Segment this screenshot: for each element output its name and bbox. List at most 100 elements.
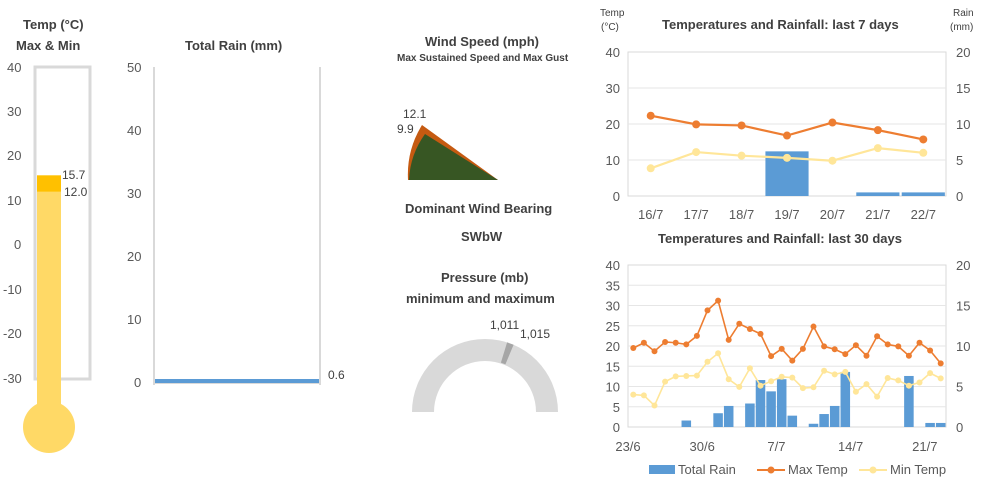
x-tick-label: 20/7 <box>820 207 845 222</box>
thermometer-tick-minus20: -20 <box>3 326 22 341</box>
max-temp-point <box>799 345 806 352</box>
left-tick-label: 10 <box>606 380 620 395</box>
right-tick-label: 10 <box>956 339 970 354</box>
right-tick-label: 0 <box>956 420 963 435</box>
min-temp-point <box>725 376 732 383</box>
left-tick-label: 40 <box>606 258 620 273</box>
max-temp-point <box>683 341 690 348</box>
min-temp-point <box>842 368 849 375</box>
min-temp-point <box>704 358 711 365</box>
max-temp-point <box>842 351 849 358</box>
chart7-right-axis-title-line2: (mm) <box>950 22 974 33</box>
min-temp-line <box>650 147 924 170</box>
thermometer-gauge <box>23 65 92 453</box>
max-temp-point <box>651 348 658 355</box>
wind-sustained-label: 9.9 <box>397 122 414 136</box>
pressure-arc <box>412 339 558 412</box>
thermometer-min-label: 12.0 <box>64 185 88 199</box>
left-tick-label: 25 <box>606 319 620 334</box>
left-tick-label: 40 <box>606 45 620 60</box>
x-tick-label: 17/7 <box>683 207 708 222</box>
pressure-range-marker <box>500 342 514 365</box>
min-temp-point <box>662 378 669 385</box>
max-temp-point <box>746 325 753 332</box>
min-temp-point <box>651 402 658 409</box>
min-temp-point <box>863 381 870 388</box>
wind-bearing-value: SWbW <box>461 229 503 244</box>
left-tick-label: 35 <box>606 278 620 293</box>
min-temp-point <box>937 375 944 382</box>
chart30-title: Temperatures and Rainfall: last 30 days <box>658 231 902 246</box>
rain-total-tick-10: 10 <box>127 312 142 327</box>
pressure-min-label: 1,011 <box>490 318 520 332</box>
min-temp-point <box>873 144 882 153</box>
min-temp-point <box>640 392 647 399</box>
right-tick-label: 20 <box>956 45 970 60</box>
rain-bar <box>829 405 840 427</box>
rain-bar <box>840 371 851 427</box>
min-temp-point <box>715 350 722 357</box>
x-tick-label: 18/7 <box>729 207 754 222</box>
max-temp-point <box>927 347 934 354</box>
wind-title: Wind Speed (mph) <box>425 34 539 49</box>
right-tick-label: 15 <box>956 81 970 96</box>
rain-total-gauge <box>153 67 321 385</box>
rain-total-bar <box>155 379 319 383</box>
max-temp-point <box>895 343 902 350</box>
chart7-right-axis-title-line1: Rain <box>953 8 974 19</box>
max-temp-point <box>640 339 647 346</box>
min-temp-point <box>884 374 891 381</box>
rain-bar <box>856 192 900 196</box>
min-temp-point <box>895 377 902 384</box>
max-temp-point <box>874 333 881 340</box>
min-temp-point <box>905 382 912 389</box>
thermometer-tick-minus30: -30 <box>3 371 22 386</box>
thermometer-tick-0: 0 <box>14 237 22 252</box>
rain-bar <box>766 391 776 427</box>
left-tick-label: 30 <box>606 81 620 96</box>
x-tick-label: 16/7 <box>638 207 663 222</box>
x-tick-label: 21/7 <box>865 207 890 222</box>
min-temp-point <box>646 164 655 173</box>
max-temp-point <box>821 343 828 350</box>
right-tick-label: 0 <box>956 189 963 204</box>
legend-rain-label: Total Rain <box>678 462 736 477</box>
min-temp-point <box>778 373 785 380</box>
thermometer-max-band <box>37 175 61 192</box>
left-tick-label: 5 <box>613 400 620 415</box>
thermometer-title-line1: Temp (°C) <box>23 17 84 32</box>
x-tick-label: 30/6 <box>690 439 715 454</box>
thermometer-tube <box>33 65 92 381</box>
chart7-left-axis-title-line1: Temp <box>600 8 625 19</box>
thermometer-tick-minus10: -10 <box>3 282 22 297</box>
max-temp-point <box>778 345 785 352</box>
min-temp-point <box>768 378 775 385</box>
x-tick-label: 14/7 <box>838 439 863 454</box>
min-temp-point <box>874 393 881 400</box>
pressure-title-line2: minimum and maximum <box>406 291 555 306</box>
min-temp-point <box>746 365 753 372</box>
pressure-max-label: 1,015 <box>520 327 551 341</box>
max-temp-point <box>692 120 701 129</box>
max-temp-point <box>852 342 859 349</box>
wind-subtitle: Max Sustained Speed and Max Gust <box>397 53 569 64</box>
max-temp-point <box>736 320 743 327</box>
max-temp-point <box>704 307 711 314</box>
min-temp-point <box>799 385 806 392</box>
left-tick-label: 30 <box>606 299 620 314</box>
min-temp-point <box>789 374 796 381</box>
max-temp-line <box>650 114 924 141</box>
min-temp-line <box>633 351 942 407</box>
max-temp-point <box>630 345 637 352</box>
max-temp-point <box>646 111 655 120</box>
rain-bar <box>787 415 798 427</box>
right-tick-label: 15 <box>956 299 970 314</box>
rain-total-tick-20: 20 <box>127 249 142 264</box>
rain-total-tick-40: 40 <box>127 123 142 138</box>
wind-speed-gauge <box>407 125 498 180</box>
rain-total-title: Total Rain (mm) <box>185 38 283 53</box>
min-temp-point <box>693 372 700 379</box>
min-temp-point <box>852 388 859 395</box>
rain-bar <box>808 423 819 427</box>
right-tick-label: 5 <box>956 153 963 168</box>
